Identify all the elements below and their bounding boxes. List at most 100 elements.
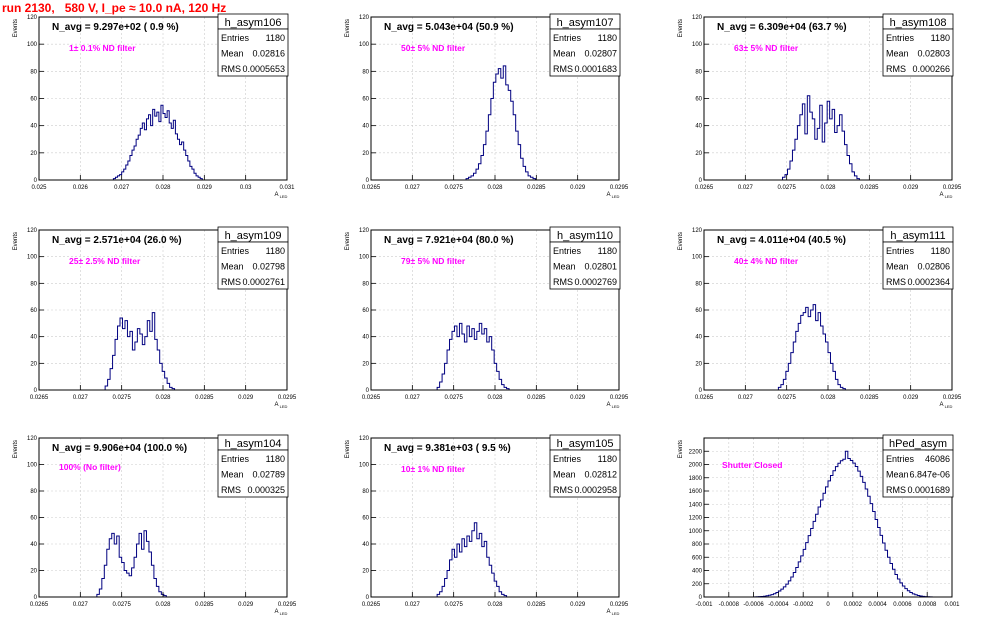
- stats-title: h_asym104: [225, 438, 282, 450]
- y-tick-label: 80: [362, 281, 369, 287]
- y-tick-label: 120: [692, 228, 703, 234]
- y-tick-label: 120: [27, 436, 38, 442]
- stats-title: h_asym108: [890, 17, 947, 29]
- y-tick-label: 120: [359, 228, 370, 234]
- y-axis-title: Events: [345, 19, 351, 37]
- x-tick-label: 0.026: [73, 185, 89, 191]
- stats-value: 0.0001689: [907, 485, 950, 495]
- y-tick-label: 60: [695, 97, 702, 103]
- x-tick-label: 0.029: [570, 395, 586, 401]
- stats-value: 46086: [925, 454, 950, 464]
- stats-value: 1180: [931, 246, 950, 256]
- y-tick-label: 60: [30, 97, 37, 103]
- stats-label: Entries: [553, 246, 582, 256]
- y-tick-label: 0: [366, 178, 370, 184]
- x-tick-label: 0.0265: [695, 185, 714, 191]
- stats-label: Mean: [553, 262, 576, 272]
- x-tick-label: 0.0006: [893, 602, 912, 608]
- stats-value: 0.02798: [252, 262, 285, 272]
- x-tick-label: 0.028: [820, 395, 836, 401]
- stats-title: h_asym111: [890, 230, 945, 242]
- stats-box: [217, 241, 289, 290]
- y-tick-label: 2200: [689, 449, 703, 455]
- y-tick-label: 100: [359, 42, 370, 48]
- x-tick-label: 0.0008: [918, 602, 937, 608]
- stats-label: Entries: [553, 454, 582, 464]
- y-tick-label: 40: [362, 124, 369, 130]
- x-tick-label: 0.027: [738, 395, 754, 401]
- stats-label: Mean: [886, 49, 909, 59]
- y-tick-label: 1600: [689, 489, 703, 495]
- y-tick-label: 0: [699, 595, 703, 601]
- histogram-line: [777, 304, 846, 390]
- stats-value: 0.02803: [917, 49, 950, 59]
- filter-annotation: 25± 2.5% ND filter: [69, 256, 141, 266]
- y-axis-title: Events: [345, 440, 351, 458]
- x-tick-label: 0.029: [197, 185, 213, 191]
- x-tick-label: 0.0285: [195, 602, 214, 608]
- y-tick-label: 40: [30, 542, 37, 548]
- n-avg-header: N_avg = 4.011e+04 (40.5 %): [717, 235, 846, 246]
- stats-value: 0.000266: [912, 64, 950, 74]
- x-tick-label: 0.0275: [777, 395, 796, 401]
- stats-box: [549, 241, 621, 290]
- stats-box: [549, 449, 621, 498]
- y-tick-label: 0: [34, 595, 38, 601]
- filter-annotation: 79± 5% ND filter: [401, 256, 466, 266]
- stats-value: 0.0002761: [242, 277, 285, 287]
- histogram-line: [436, 522, 508, 597]
- x-axis-title: A LED: [275, 609, 288, 616]
- x-tick-label: 0.027: [405, 185, 421, 191]
- stats-label: Entries: [553, 33, 582, 43]
- stats-label: Entries: [221, 33, 250, 43]
- y-axis-title: Events: [678, 440, 684, 458]
- stats-value: 0.02807: [584, 49, 617, 59]
- x-tick-label: 0: [826, 602, 830, 608]
- stats-label: Mean: [886, 262, 909, 272]
- y-axis-title: Events: [678, 232, 684, 250]
- x-tick-label: 0.027: [73, 395, 89, 401]
- y-tick-label: 0: [699, 178, 703, 184]
- x-tick-label: 0.028: [487, 395, 503, 401]
- n-avg-header: N_avg = 7.921e+04 (80.0 %): [384, 235, 514, 246]
- histogram-panel-h_asym111: 0.0265 0.027 0.0275 0.028 0.0285 0.029 0.0295 0…: [678, 226, 962, 409]
- y-tick-label: 80: [362, 489, 369, 495]
- stats-value: 0.0001683: [574, 64, 617, 74]
- stats-label: Mean: [221, 470, 244, 480]
- y-tick-label: 40: [362, 335, 369, 341]
- y-tick-label: 120: [27, 228, 38, 234]
- x-tick-label: 0.0285: [860, 185, 879, 191]
- y-tick-label: 120: [27, 15, 38, 21]
- stats-value: 6.847e-06: [909, 470, 950, 480]
- stats-box: [217, 28, 289, 77]
- x-tick-label: 0.029: [570, 602, 586, 608]
- y-tick-label: 60: [30, 308, 37, 314]
- y-tick-label: 20: [362, 151, 369, 157]
- stats-title: h_asym107: [557, 17, 614, 29]
- y-tick-label: 0: [34, 178, 38, 184]
- y-tick-label: 20: [30, 151, 37, 157]
- histogram-line: [112, 104, 203, 180]
- y-tick-label: 40: [695, 124, 702, 130]
- x-tick-label: 0.001: [944, 602, 960, 608]
- histogram-panel-h_asym105: 0.0265 0.027 0.0275 0.028 0.0285 0.029 0.0295 0…: [345, 434, 629, 616]
- y-tick-label: 0: [699, 388, 703, 394]
- x-tick-label: 0.028: [820, 185, 836, 191]
- x-tick-label: 0.028: [155, 395, 171, 401]
- y-tick-label: 100: [359, 255, 370, 261]
- y-tick-label: 0: [34, 388, 38, 394]
- stats-label: RMS: [553, 64, 573, 74]
- y-axis-title: Events: [13, 19, 19, 37]
- y-axis-title: Events: [13, 440, 19, 458]
- x-tick-label: 0.0285: [527, 602, 546, 608]
- y-tick-label: 1800: [689, 476, 703, 482]
- y-axis-title: Events: [678, 19, 684, 37]
- x-tick-label: 0.0285: [527, 185, 546, 191]
- x-tick-label: 0.025: [31, 185, 47, 191]
- histogram-line: [96, 530, 167, 597]
- y-tick-label: 2000: [689, 463, 703, 469]
- y-tick-label: 120: [359, 15, 370, 21]
- stats-box: [217, 449, 289, 498]
- x-axis-title: A LED: [607, 402, 620, 409]
- stats-value: 1180: [931, 33, 950, 43]
